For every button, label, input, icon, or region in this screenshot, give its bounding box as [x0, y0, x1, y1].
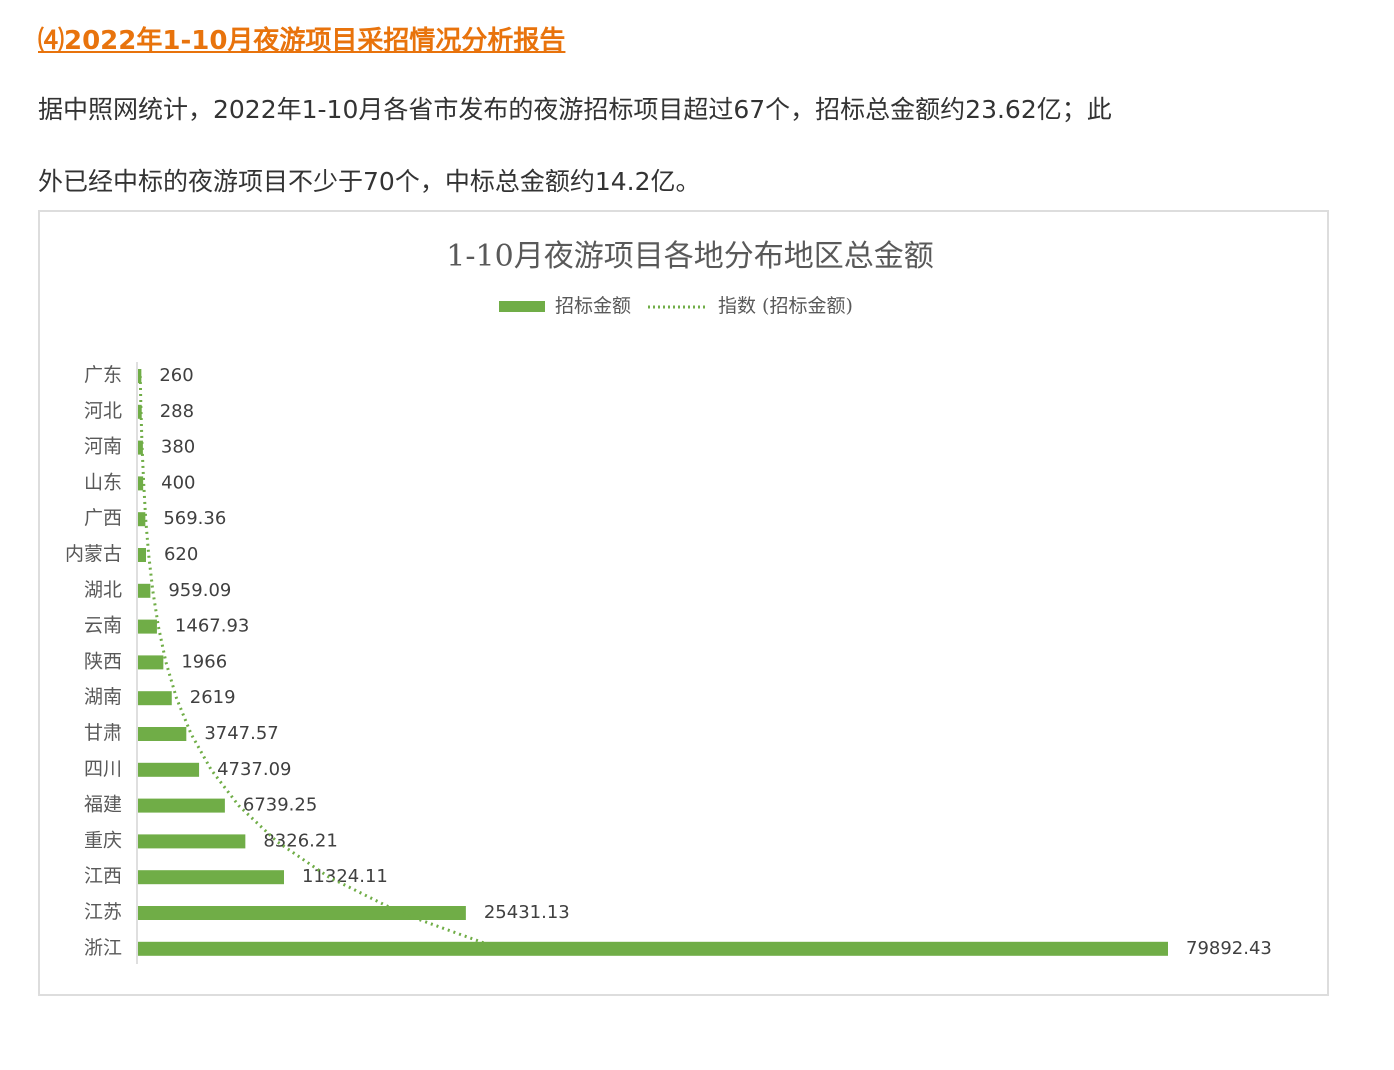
y-tick-label: 广东 [84, 364, 122, 386]
value-label: 288 [160, 401, 194, 422]
bar [138, 941, 1168, 956]
value-label: 1467.93 [175, 616, 249, 637]
y-tick-label: 四川 [84, 758, 122, 780]
bar [138, 369, 142, 383]
bar [138, 870, 284, 885]
value-label: 8326.21 [263, 830, 337, 851]
y-tick-label: 浙江 [84, 937, 122, 959]
heading: ⑷2022年1-10月夜游项目采招情况分析报告 [38, 26, 566, 56]
bar [138, 691, 172, 706]
bar [138, 798, 225, 813]
chart-title: 1-10月夜游项目各地分布地区总金额 [446, 239, 933, 274]
y-tick-label: 甘肃 [84, 722, 122, 744]
value-label: 1966 [181, 651, 227, 672]
value-label: 79892.43 [1186, 938, 1272, 959]
y-tick-label: 湖南 [84, 686, 122, 708]
bar [138, 583, 151, 598]
value-label: 400 [161, 472, 195, 493]
bar [138, 655, 164, 670]
value-label: 11324.11 [302, 866, 388, 887]
y-tick-label: 福建 [84, 794, 122, 816]
value-label: 620 [164, 544, 198, 565]
value-label: 260 [159, 365, 193, 386]
y-tick-label: 内蒙古 [65, 543, 122, 565]
legend-label: 指数 (招标金额) [718, 295, 853, 317]
value-label: 4737.09 [217, 759, 291, 780]
bar [138, 906, 466, 920]
value-label: 6739.25 [243, 795, 317, 816]
y-tick-label: 广西 [84, 507, 122, 529]
y-tick-label: 河南 [84, 436, 122, 458]
y-tick-label: 陕西 [84, 650, 122, 672]
bar [138, 476, 144, 491]
y-tick-label: 江西 [84, 865, 122, 887]
value-label: 569.36 [163, 508, 226, 529]
paragraph-line: 据中照网统计，2022年1-10月各省市发布的夜游招标项目超过67个，招标总金额… [38, 95, 1112, 124]
y-tick-label: 重庆 [84, 829, 122, 851]
y-tick-label: 云南 [84, 615, 122, 637]
bar [138, 404, 142, 419]
bar [138, 512, 146, 527]
bar [138, 762, 200, 777]
bar [138, 548, 146, 562]
paragraph-line: 外已经中标的夜游项目不少于70个，中标总金额约14.2亿。 [38, 167, 701, 196]
value-label: 380 [161, 437, 195, 458]
value-label: 2619 [190, 687, 236, 708]
bar [138, 727, 187, 741]
bar [138, 619, 157, 634]
y-tick-label: 山东 [84, 471, 122, 493]
chart-frame [38, 210, 1329, 996]
value-label: 959.09 [168, 580, 231, 601]
value-label: 3747.57 [204, 723, 278, 744]
bar [138, 834, 246, 849]
legend-swatch [499, 301, 545, 312]
y-tick-label: 河北 [84, 400, 122, 422]
trendline [138, 375, 501, 951]
y-tick-label: 江苏 [84, 901, 122, 923]
y-tick-label: 湖北 [84, 579, 122, 601]
legend-label: 招标金额 [555, 295, 631, 317]
value-label: 25431.13 [484, 902, 570, 923]
bar [138, 440, 143, 455]
